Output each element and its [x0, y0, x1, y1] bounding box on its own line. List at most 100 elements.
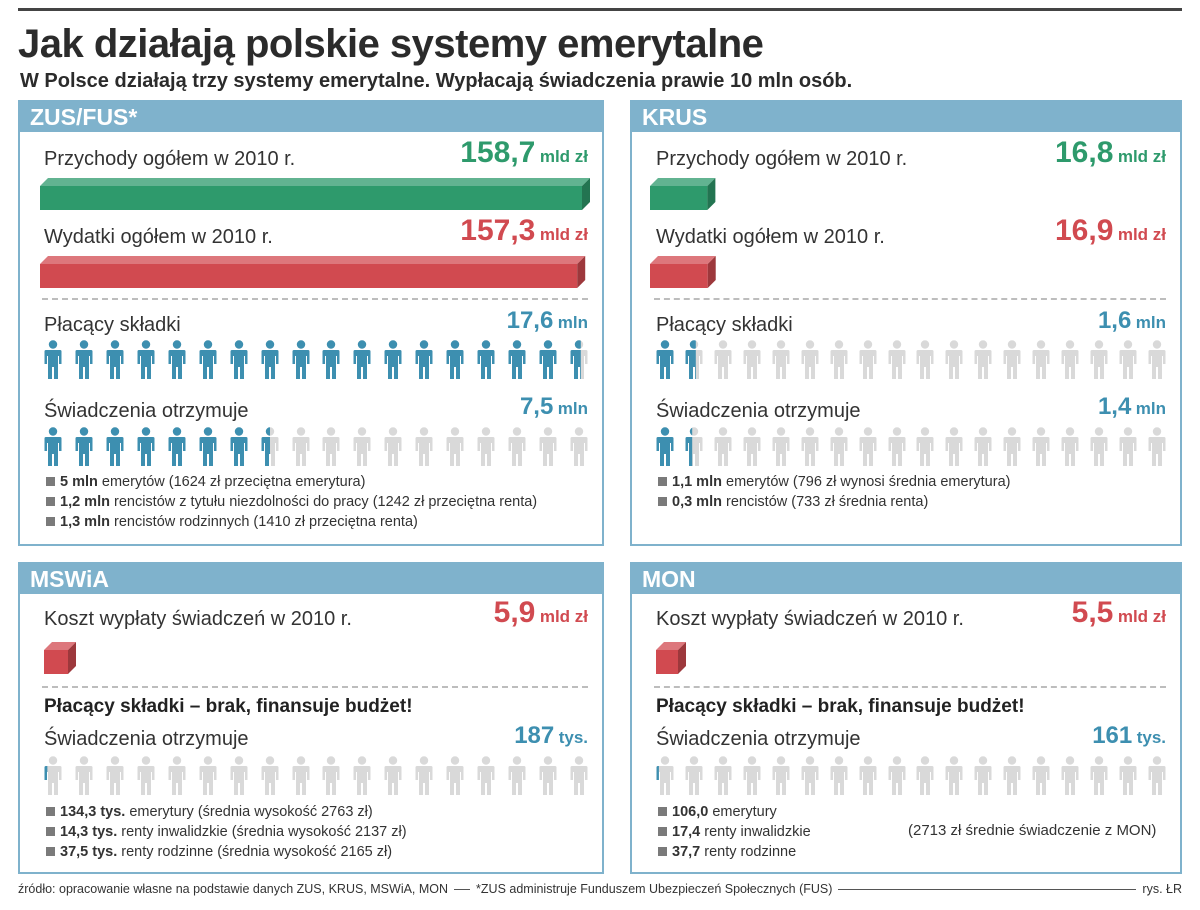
person-icon [415, 756, 433, 796]
person-icon [801, 340, 819, 380]
person-icon [75, 340, 93, 380]
detail-text: renty inwalidzkie (średnia wysokość 2137… [121, 824, 407, 840]
footer: źródło: opracowanie własne na podstawie … [18, 882, 1182, 896]
person-icon [261, 756, 279, 796]
detail-text: renty rodzinne (średnia wysokość 2165 zł… [121, 844, 393, 860]
detail-item: 17,4 renty inwalidzkie [658, 822, 811, 842]
beneficiaries-icon-row [44, 756, 588, 796]
person-icon [1148, 340, 1166, 380]
person-icon [1003, 756, 1021, 796]
detail-value: 5 mln [60, 474, 98, 490]
person-icon [772, 756, 790, 796]
person-icon [168, 427, 186, 467]
detail-value: 1,1 mln [672, 474, 722, 490]
person-icon [415, 427, 433, 467]
person-icon [508, 756, 526, 796]
payers-label: Płacący składki [44, 314, 181, 336]
cost-bar [44, 642, 76, 674]
person-icon [916, 340, 934, 380]
bullet-square [46, 827, 55, 836]
person-icon [261, 427, 279, 467]
bullet-square [658, 477, 667, 486]
person-icon [353, 427, 371, 467]
beneficiaries-number: 1,4 [1097, 393, 1132, 420]
bar-side [707, 256, 716, 288]
bar-top [650, 178, 716, 186]
bar-front [40, 264, 578, 288]
footnote: *ZUS administruje Funduszem Ubezpieczeń … [476, 882, 833, 896]
person-icon [137, 427, 155, 467]
cost-unit: mld zł [1117, 607, 1166, 626]
expense-bar [40, 256, 586, 288]
source-note: źródło: opracowanie własne na podstawie … [18, 882, 449, 896]
expense-number: 16,9 [1054, 214, 1114, 247]
person-icon [353, 340, 371, 380]
expense-value: 157,3 mld zł [460, 214, 588, 248]
details-list: 134,3 tys. emerytury (średnia wysokość 2… [46, 802, 407, 862]
panel-divider [654, 686, 1166, 688]
person-icon [446, 756, 464, 796]
beneficiaries-value: 161 tys. [1092, 722, 1166, 750]
payers-value: 17,6 mln [507, 307, 588, 335]
bar-front [650, 264, 708, 288]
person-icon [1032, 756, 1050, 796]
detail-item: 5 mln emerytów (1624 zł przeciętna emery… [46, 472, 537, 492]
person-icon [1032, 340, 1050, 380]
detail-text: rencistów (733 zł średnia renta) [726, 494, 929, 510]
beneficiaries-number: 161 [1092, 722, 1133, 749]
bar-side [582, 178, 590, 210]
expense-unit: mld zł [1117, 225, 1166, 244]
person-icon [353, 756, 371, 796]
bullet-square [658, 497, 667, 506]
revenue-number: 158,7 [460, 136, 536, 169]
person-icon [446, 427, 464, 467]
bar-graphic [44, 642, 76, 674]
person-icon [322, 756, 340, 796]
beneficiaries-value: 187 tys. [514, 722, 588, 750]
panel-divider [42, 686, 588, 688]
person-icon [916, 756, 934, 796]
person-icon [570, 427, 588, 467]
person-icon [714, 427, 732, 467]
person-icon [1148, 427, 1166, 467]
cost-label: Koszt wypłaty świadczeń w 2010 r. [656, 608, 964, 630]
bar-graphic [650, 256, 716, 288]
credit: rys. ŁR [1142, 882, 1182, 896]
person-icon [945, 427, 963, 467]
person-icon [1061, 340, 1079, 380]
bar-side [68, 642, 76, 674]
person-icon [772, 340, 790, 380]
beneficiaries-label: Świadczenia otrzymuje [656, 728, 861, 750]
person-icon [714, 340, 732, 380]
beneficiaries-unit: mln [1135, 399, 1166, 418]
person-icon [539, 756, 557, 796]
bullet-square [46, 807, 55, 816]
detail-text: emerytów (1624 zł przeciętna emerytura) [101, 474, 366, 490]
detail-value: 14,3 tys. [60, 824, 118, 840]
page-subtitle: W Polsce działają trzy systemy emerytaln… [20, 70, 853, 92]
bullet-square [46, 477, 55, 486]
person-icon [384, 756, 402, 796]
payers-icon-row [44, 340, 588, 380]
person-icon [974, 756, 992, 796]
bullet-square [46, 847, 55, 856]
detail-value: 17,4 [672, 824, 701, 840]
person-icon [859, 427, 877, 467]
bullet-square [46, 517, 55, 526]
person-icon [292, 756, 310, 796]
revenue-number: 16,8 [1054, 136, 1114, 169]
person-icon [685, 756, 703, 796]
revenue-label: Przychody ogółem w 2010 r. [656, 148, 908, 170]
detail-value: 106,0 [672, 804, 709, 820]
person-icon [974, 340, 992, 380]
person-icon [230, 756, 248, 796]
cost-unit: mld zł [539, 607, 588, 626]
person-icon [801, 756, 819, 796]
person-icon [1119, 427, 1137, 467]
detail-item: 134,3 tys. emerytury (średnia wysokość 2… [46, 802, 407, 822]
detail-text: emerytów (796 zł wynosi średnia emerytur… [726, 474, 1011, 490]
person-icon [1090, 756, 1108, 796]
payers-unit: mln [557, 313, 588, 332]
bar-front [650, 186, 708, 210]
person-icon [1090, 340, 1108, 380]
